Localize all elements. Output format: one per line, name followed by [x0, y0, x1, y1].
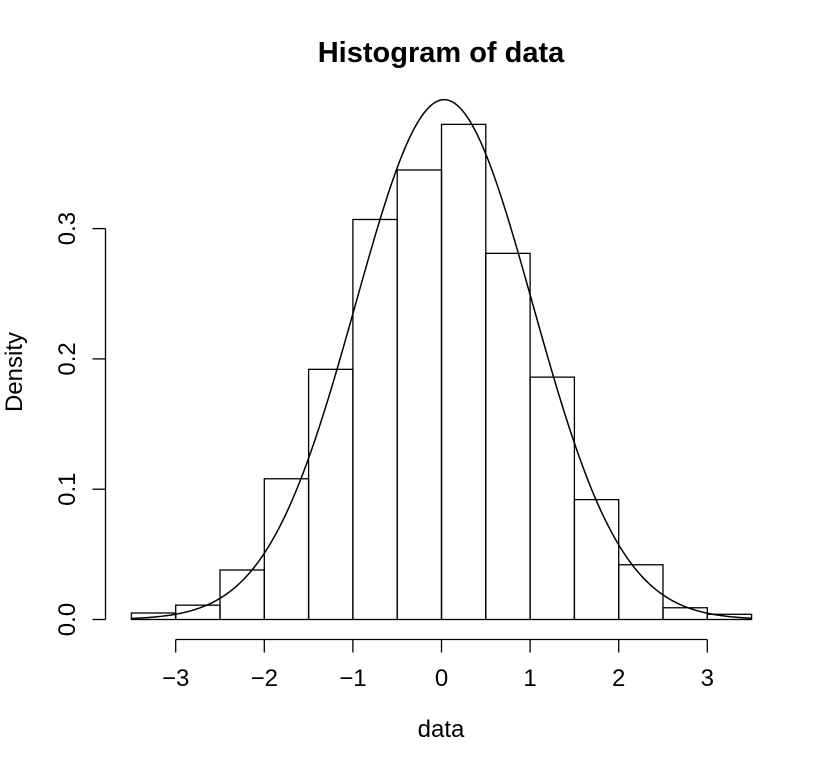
y-tick-label: 0.1	[54, 473, 81, 506]
x-tick-label: 3	[701, 665, 714, 692]
x-tick-label: −1	[339, 665, 366, 692]
histogram-bar	[440, 123, 487, 621]
histogram-bar	[618, 564, 664, 621]
histogram-bars	[130, 123, 753, 621]
histogram-bar	[529, 376, 576, 621]
x-tick-label: 2	[612, 665, 625, 692]
x-tick-label: −2	[251, 665, 278, 692]
y-tick-label: 0.2	[54, 342, 81, 375]
histogram-bar	[485, 252, 531, 621]
x-tick-label: −3	[162, 665, 189, 692]
histogram-bar	[307, 368, 354, 621]
histogram-bar	[573, 498, 620, 621]
x-tick-label: 1	[523, 665, 536, 692]
y-tick-label: 0.0	[54, 603, 81, 636]
chart-title: Histogram of data	[318, 37, 565, 69]
histogram-bar	[662, 607, 708, 621]
y-tick-label: 0.3	[54, 212, 81, 245]
histogram-bar	[706, 613, 753, 621]
y-axis: 0.0 0.1 0.2 0.3	[54, 212, 107, 636]
histogram-bar	[263, 478, 310, 621]
x-tick-label: 0	[435, 665, 448, 692]
y-axis-label: Density	[1, 332, 28, 412]
x-axis: −3 −2 −1 0 1 2 3	[162, 638, 714, 692]
histogram-bar	[396, 169, 443, 621]
x-axis-label: data	[418, 716, 465, 743]
histogram-bar	[352, 218, 398, 621]
normal-density-curve	[131, 98, 752, 620]
